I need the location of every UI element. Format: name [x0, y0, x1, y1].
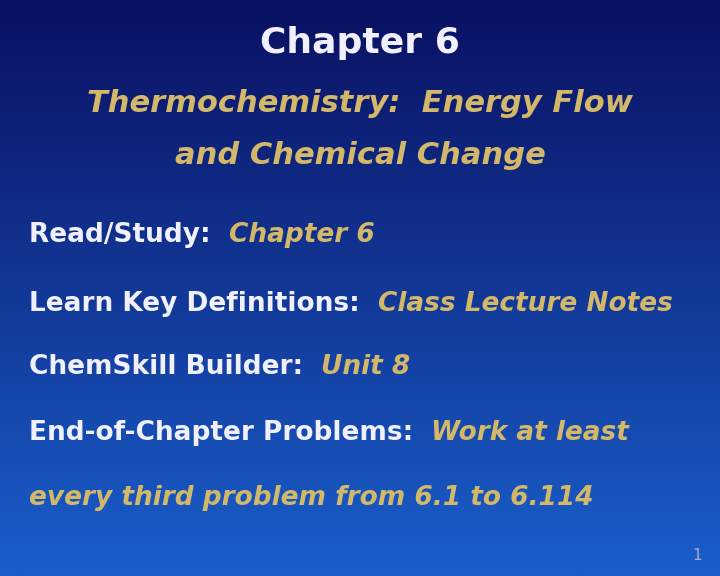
Text: Chapter 6: Chapter 6 [229, 222, 374, 248]
Text: Thermochemistry:  Energy Flow: Thermochemistry: Energy Flow [87, 89, 633, 118]
Text: Learn Key Definitions:: Learn Key Definitions: [29, 291, 378, 317]
Text: Work at least: Work at least [431, 420, 629, 446]
Text: Read/Study:: Read/Study: [29, 222, 229, 248]
Text: Chapter 6: Chapter 6 [260, 26, 460, 60]
Text: ChemSkill Builder:: ChemSkill Builder: [29, 354, 321, 380]
Text: Class Lecture Notes: Class Lecture Notes [378, 291, 672, 317]
Text: and Chemical Change: and Chemical Change [175, 141, 545, 170]
Text: every third problem from 6.1 to 6.114: every third problem from 6.1 to 6.114 [29, 485, 593, 511]
Text: Unit 8: Unit 8 [321, 354, 410, 380]
Text: 1: 1 [693, 548, 702, 563]
Text: End-of-Chapter Problems:: End-of-Chapter Problems: [29, 420, 431, 446]
